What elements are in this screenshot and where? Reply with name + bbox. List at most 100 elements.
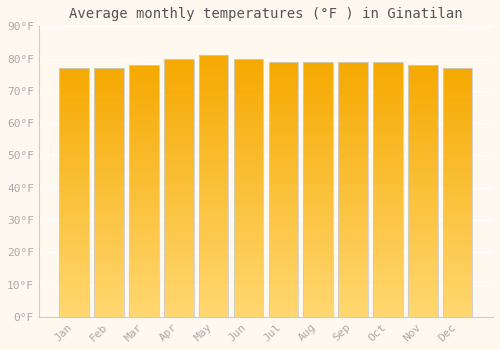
Bar [60,78,89,80]
Bar [94,280,124,283]
Bar [338,132,368,135]
Bar [338,97,368,100]
Bar [443,196,472,199]
Bar [443,149,472,152]
Bar [304,228,333,231]
Bar [268,132,298,135]
Bar [338,193,368,196]
Bar [164,207,194,210]
Bar [443,211,472,214]
Bar [373,215,402,218]
Bar [60,314,89,317]
Bar [60,189,89,193]
Bar [268,141,298,145]
Bar [60,149,89,152]
Bar [338,129,368,132]
Bar [94,103,124,106]
Bar [408,128,438,131]
Bar [164,168,194,172]
Bar [129,97,159,100]
Bar [408,188,438,191]
Bar [199,284,228,287]
Bar [373,126,402,129]
Bar [443,71,472,75]
Bar [268,234,298,237]
Bar [443,180,472,183]
Bar [338,148,368,151]
Bar [408,160,438,163]
Bar [60,205,89,208]
Bar [338,167,368,170]
Bar [60,106,89,108]
Bar [304,170,333,173]
Bar [268,208,298,212]
Bar [234,281,264,285]
Bar [304,186,333,189]
Bar [373,196,402,199]
Bar [60,180,89,183]
Bar [199,160,228,163]
Bar [129,191,159,194]
Bar [60,292,89,295]
Bar [199,183,228,186]
Bar [164,301,194,304]
Bar [268,170,298,173]
Bar [268,212,298,215]
Bar [164,217,194,220]
Bar [60,248,89,252]
Bar [199,251,228,255]
Bar [443,214,472,217]
Bar [94,171,124,174]
Bar [199,65,228,68]
Bar [304,202,333,205]
Bar [373,129,402,132]
Bar [373,221,402,224]
Bar [164,304,194,307]
Bar [443,227,472,230]
Bar [304,291,333,294]
Bar [268,196,298,199]
Bar [373,84,402,87]
Bar [338,62,368,317]
Bar [304,247,333,250]
Bar [408,210,438,213]
Bar [443,136,472,140]
Bar [443,298,472,301]
Bar [94,177,124,180]
Bar [164,210,194,214]
Bar [129,244,159,247]
Bar [304,272,333,275]
Bar [443,84,472,87]
Bar [443,168,472,171]
Bar [164,252,194,256]
Bar [129,241,159,244]
Bar [268,154,298,158]
Bar [443,199,472,202]
Bar [268,87,298,91]
Bar [94,155,124,158]
Bar [234,288,264,291]
Bar [373,262,402,266]
Bar [304,253,333,256]
Bar [199,137,228,140]
Bar [94,180,124,183]
Bar [199,111,228,114]
Bar [164,81,194,84]
Bar [60,140,89,143]
Bar [129,106,159,109]
Bar [304,62,333,317]
Bar [234,62,264,65]
Bar [164,310,194,314]
Bar [304,167,333,170]
Bar [373,103,402,106]
Bar [268,266,298,269]
Bar [268,237,298,240]
Bar [408,292,438,295]
Bar [94,220,124,224]
Bar [373,110,402,113]
Bar [164,194,194,197]
Bar [304,237,333,240]
Bar [164,104,194,107]
Bar [408,71,438,75]
Bar [60,255,89,258]
